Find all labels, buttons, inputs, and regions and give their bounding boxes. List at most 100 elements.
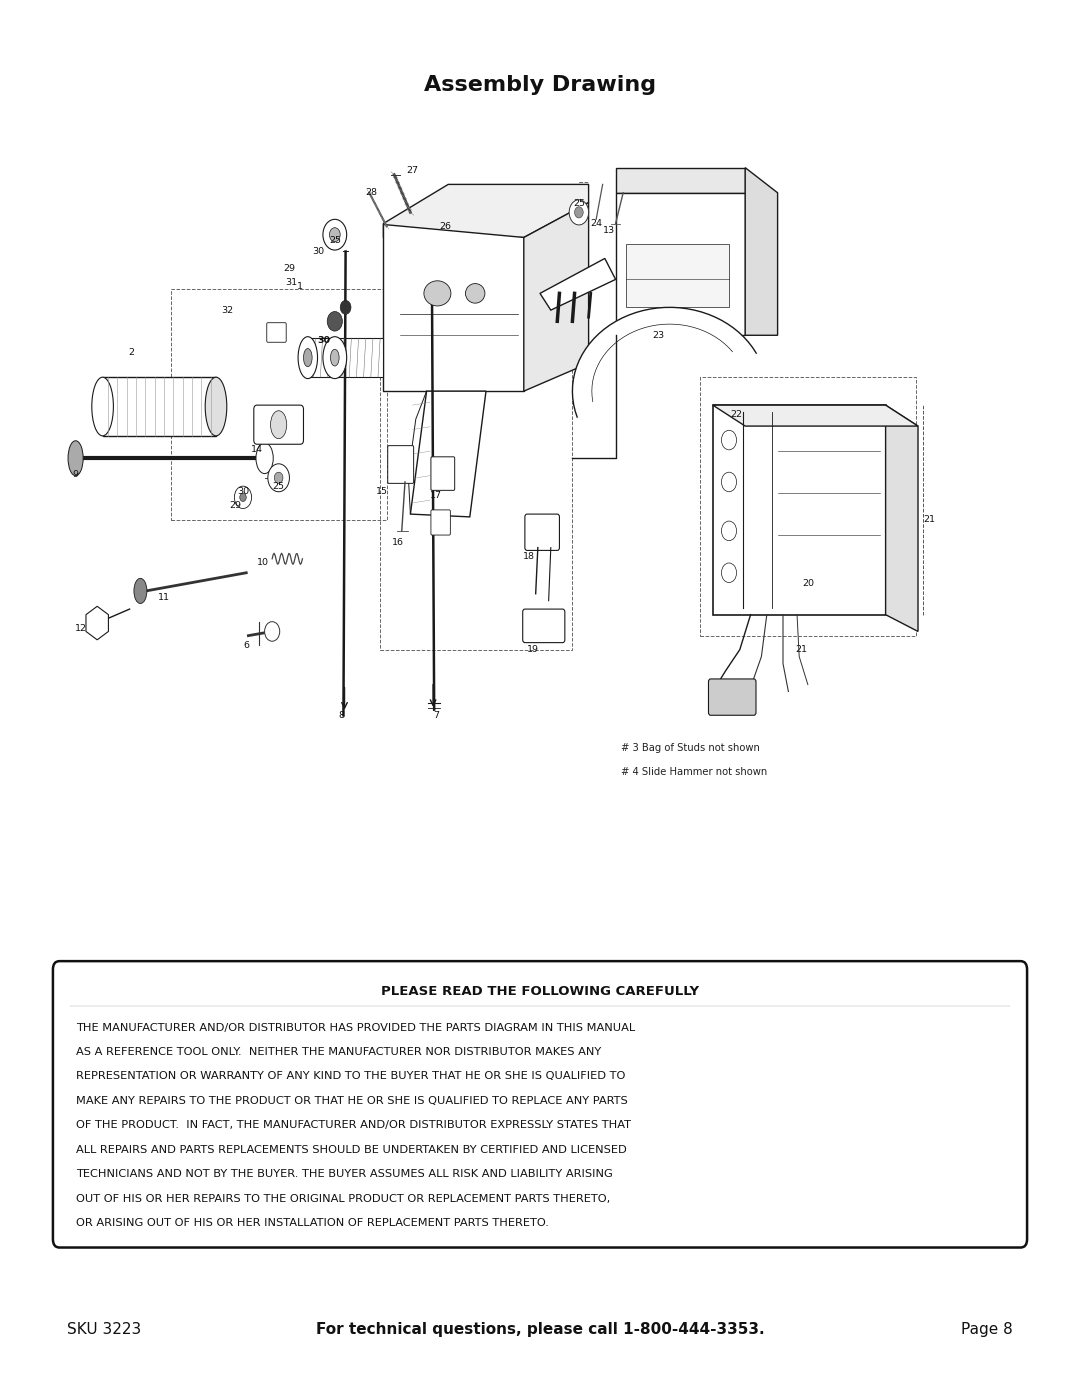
Ellipse shape <box>92 377 113 436</box>
Text: 27: 27 <box>406 166 419 175</box>
Text: 11: 11 <box>158 594 171 602</box>
Text: For technical questions, please call 1-800-444-3353.: For technical questions, please call 1-8… <box>315 1323 765 1337</box>
Polygon shape <box>616 168 745 193</box>
Circle shape <box>323 219 347 250</box>
Polygon shape <box>540 258 616 310</box>
Polygon shape <box>572 307 756 418</box>
Text: 10: 10 <box>256 559 269 567</box>
Text: 30: 30 <box>237 488 249 496</box>
Polygon shape <box>713 405 918 426</box>
Text: 29: 29 <box>229 502 242 510</box>
Polygon shape <box>103 377 216 436</box>
Text: 20: 20 <box>801 580 814 588</box>
Text: 12: 12 <box>75 624 87 633</box>
Text: 21: 21 <box>795 645 808 654</box>
Ellipse shape <box>256 443 273 474</box>
Polygon shape <box>524 203 589 391</box>
Circle shape <box>569 200 589 225</box>
Text: 30: 30 <box>318 337 330 345</box>
Text: PLEASE READ THE FOLLOWING CAREFULLY: PLEASE READ THE FOLLOWING CAREFULLY <box>381 985 699 999</box>
Ellipse shape <box>465 284 485 303</box>
Text: Assembly Drawing: Assembly Drawing <box>424 75 656 95</box>
Text: 22: 22 <box>730 411 743 419</box>
Ellipse shape <box>298 337 318 379</box>
Text: 25: 25 <box>272 482 285 490</box>
Text: 2: 2 <box>129 348 135 356</box>
Circle shape <box>274 472 283 483</box>
FancyBboxPatch shape <box>708 679 756 715</box>
Ellipse shape <box>205 377 227 436</box>
Text: 25: 25 <box>572 200 585 208</box>
Text: # 3 Bag of Studs not shown: # 3 Bag of Studs not shown <box>621 743 760 753</box>
Ellipse shape <box>424 281 451 306</box>
Text: # 4 Slide Hammer not shown: # 4 Slide Hammer not shown <box>621 767 767 777</box>
Text: 25: 25 <box>328 236 341 244</box>
FancyBboxPatch shape <box>254 405 303 444</box>
Polygon shape <box>713 405 886 615</box>
Text: REPRESENTATION OR WARRANTY OF ANY KIND TO THE BUYER THAT HE OR SHE IS QUALIFIED : REPRESENTATION OR WARRANTY OF ANY KIND T… <box>76 1071 625 1081</box>
Text: 16: 16 <box>391 538 404 546</box>
Text: SKU 3223: SKU 3223 <box>67 1323 141 1337</box>
FancyBboxPatch shape <box>523 609 565 643</box>
FancyBboxPatch shape <box>388 446 414 483</box>
Circle shape <box>240 493 246 502</box>
Circle shape <box>340 300 351 314</box>
Text: TECHNICIANS AND NOT BY THE BUYER. THE BUYER ASSUMES ALL RISK AND LIABILITY ARISI: TECHNICIANS AND NOT BY THE BUYER. THE BU… <box>76 1169 612 1179</box>
Bar <box>626 244 729 307</box>
Text: 17: 17 <box>430 492 443 500</box>
FancyBboxPatch shape <box>431 510 450 535</box>
Bar <box>700 377 916 636</box>
Circle shape <box>721 563 737 583</box>
Text: ALL REPAIRS AND PARTS REPLACEMENTS SHOULD BE UNDERTAKEN BY CERTIFIED AND LICENSE: ALL REPAIRS AND PARTS REPLACEMENTS SHOUL… <box>76 1146 626 1155</box>
Text: OF THE PRODUCT.  IN FACT, THE MANUFACTURER AND/OR DISTRIBUTOR EXPRESSLY STATES T: OF THE PRODUCT. IN FACT, THE MANUFACTURE… <box>76 1120 631 1130</box>
Circle shape <box>575 207 583 218</box>
Polygon shape <box>383 184 589 237</box>
Text: 31: 31 <box>285 278 298 286</box>
Text: OR ARISING OUT OF HIS OR HER INSTALLATION OF REPLACEMENT PARTS THERETO.: OR ARISING OUT OF HIS OR HER INSTALLATIO… <box>76 1218 549 1228</box>
Text: 6: 6 <box>243 641 249 650</box>
Text: 13: 13 <box>603 226 616 235</box>
Text: 21: 21 <box>922 515 935 524</box>
Text: MAKE ANY REPAIRS TO THE PRODUCT OR THAT HE OR SHE IS QUALIFIED TO REPLACE ANY PA: MAKE ANY REPAIRS TO THE PRODUCT OR THAT … <box>76 1095 627 1106</box>
Ellipse shape <box>330 349 339 366</box>
Circle shape <box>721 472 737 492</box>
Text: 24: 24 <box>590 219 603 228</box>
Text: 8: 8 <box>338 711 345 719</box>
Polygon shape <box>745 168 778 335</box>
Text: OUT OF HIS OR HER REPAIRS TO THE ORIGINAL PRODUCT OR REPLACEMENT PARTS THERETO,: OUT OF HIS OR HER REPAIRS TO THE ORIGINA… <box>76 1193 610 1204</box>
Ellipse shape <box>323 337 347 379</box>
Ellipse shape <box>134 578 147 604</box>
FancyBboxPatch shape <box>53 961 1027 1248</box>
Polygon shape <box>308 338 383 377</box>
Text: 19: 19 <box>526 645 539 654</box>
Bar <box>380 342 572 650</box>
Text: 23: 23 <box>652 331 665 339</box>
Text: 29: 29 <box>283 264 296 272</box>
Text: 32: 32 <box>220 306 233 314</box>
Text: AS A REFERENCE TOOL ONLY.  NEITHER THE MANUFACTURER NOR DISTRIBUTOR MAKES ANY: AS A REFERENCE TOOL ONLY. NEITHER THE MA… <box>76 1048 600 1058</box>
FancyBboxPatch shape <box>525 514 559 550</box>
Text: 9: 9 <box>72 471 79 479</box>
Text: 14: 14 <box>251 446 264 454</box>
Polygon shape <box>410 391 486 517</box>
Text: THE MANUFACTURER AND/OR DISTRIBUTOR HAS PROVIDED THE PARTS DIAGRAM IN THIS MANUA: THE MANUFACTURER AND/OR DISTRIBUTOR HAS … <box>76 1023 635 1032</box>
Text: 15: 15 <box>376 488 389 496</box>
Text: 1: 1 <box>297 282 303 291</box>
Polygon shape <box>886 405 918 631</box>
FancyBboxPatch shape <box>267 323 286 342</box>
Circle shape <box>327 312 342 331</box>
Text: 30: 30 <box>312 247 325 256</box>
Circle shape <box>265 622 280 641</box>
Circle shape <box>234 486 252 509</box>
Circle shape <box>721 521 737 541</box>
Text: 28: 28 <box>365 189 378 197</box>
Circle shape <box>721 430 737 450</box>
FancyBboxPatch shape <box>431 457 455 490</box>
Text: 7: 7 <box>433 711 440 719</box>
Bar <box>171 289 387 520</box>
Circle shape <box>268 464 289 492</box>
Ellipse shape <box>68 441 83 475</box>
Text: Page 8: Page 8 <box>961 1323 1013 1337</box>
Text: 26: 26 <box>438 222 451 231</box>
Circle shape <box>329 228 340 242</box>
